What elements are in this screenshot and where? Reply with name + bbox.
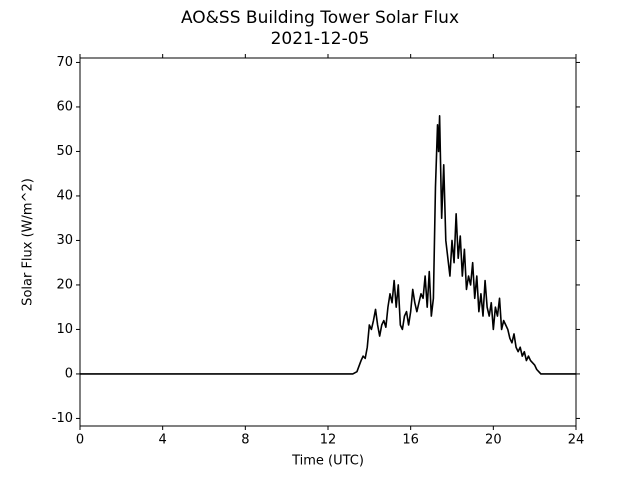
x-tick-label: 16 <box>402 433 419 448</box>
y-tick-label: -10 <box>52 411 73 426</box>
flux-line <box>80 115 576 375</box>
y-tick-label: 10 <box>56 322 73 337</box>
y-tick-label: 60 <box>56 99 73 114</box>
x-axis-label: Time (UTC) <box>291 454 364 469</box>
plot-frame <box>79 57 577 427</box>
x-tick-label: 20 <box>485 433 502 448</box>
y-tick-label: 50 <box>56 144 73 159</box>
y-tick-label: 30 <box>56 233 73 248</box>
y-tick-label: 40 <box>56 188 73 203</box>
x-tick-label: 8 <box>241 433 249 448</box>
y-axis-label: Solar Flux (W/m^2) <box>21 178 36 306</box>
x-tick-label: 4 <box>159 433 167 448</box>
y-tick-label: 70 <box>56 55 73 70</box>
x-tick-label: 0 <box>76 433 84 448</box>
y-tick-label: 0 <box>65 366 73 381</box>
chart-title: AO&SS Building Tower Solar Flux <box>181 8 459 28</box>
x-tick-label: 12 <box>320 433 337 448</box>
x-tick-label: 24 <box>568 433 585 448</box>
chart-subtitle: 2021-12-05 <box>271 29 370 49</box>
y-tick-label: 20 <box>56 277 73 292</box>
